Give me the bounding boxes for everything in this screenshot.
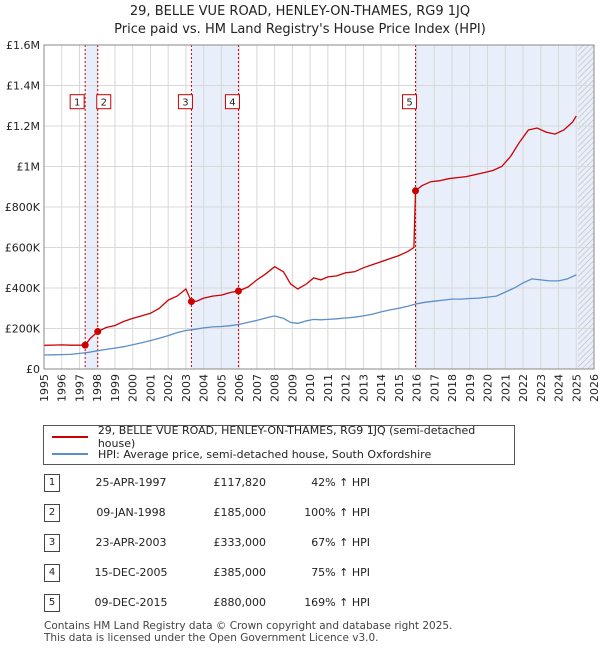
row-date: 15-DEC-2005 — [94, 566, 168, 579]
sale-number-label: 1 — [74, 98, 80, 109]
y-tick-label: £800K — [5, 201, 41, 214]
x-tick-label: 1999 — [109, 374, 122, 402]
row-hpi: 75% ↑ HPI — [311, 566, 370, 579]
y-tick-label: £0 — [26, 363, 40, 376]
y-tick-label: £400K — [5, 282, 41, 295]
legend-label-hpi: HPI: Average price, semi-detached house,… — [98, 447, 432, 461]
row-number-badge: 3 — [44, 534, 60, 552]
x-tick-label: 2011 — [322, 374, 335, 402]
sale-number-label: 4 — [229, 98, 235, 109]
row-price: £333,000 — [213, 536, 267, 549]
y-tick-label: £200K — [5, 323, 41, 336]
row-number-badge: 5 — [44, 594, 60, 612]
x-tick-label: 2019 — [464, 374, 477, 402]
footer-line-copyright: Contains HM Land Registry data © Crown c… — [44, 620, 453, 632]
x-tick-label: 2009 — [286, 374, 299, 402]
x-tick-label: 2005 — [215, 374, 228, 402]
x-tick-label: 2025 — [570, 374, 583, 402]
x-tick-label: 2024 — [553, 374, 566, 402]
row-hpi: 100% ↑ HPI — [304, 506, 370, 519]
legend-item-property: 29, BELLE VUE ROAD, HENLEY-ON-THAMES, RG… — [52, 424, 514, 450]
x-tick-label: 2014 — [375, 374, 388, 402]
row-number-badge: 2 — [44, 504, 60, 522]
series-line-property — [43, 115, 577, 346]
x-tick-label: 2000 — [127, 374, 140, 402]
sale-point — [187, 298, 195, 306]
legend-item-hpi: HPI: Average price, semi-detached house,… — [52, 446, 431, 462]
y-tick-label: £1.2M — [6, 120, 40, 133]
row-price: £880,000 — [213, 596, 267, 609]
x-tick-label: 2013 — [357, 374, 370, 402]
x-tick-label: 2026 — [588, 374, 600, 402]
plot-frame — [43, 44, 595, 370]
sale-number-box — [69, 94, 85, 110]
x-tick-label: 1998 — [91, 374, 104, 402]
x-tick-label: 2022 — [517, 374, 530, 402]
x-tick-label: 2010 — [304, 374, 317, 402]
row-hpi: 169% ↑ HPI — [304, 596, 370, 609]
row-hpi: 67% ↑ HPI — [311, 536, 370, 549]
row-date: 09-JAN-1998 — [96, 506, 166, 519]
sale-number-box — [402, 94, 418, 110]
row-date: 25-APR-1997 — [95, 476, 167, 489]
chart-title: 29, BELLE VUE ROAD, HENLEY-ON-THAMES, RG… — [129, 4, 471, 19]
x-tick-label: 2017 — [428, 374, 441, 402]
sale-point — [234, 287, 242, 295]
footer-line-licence: This data is licensed under the Open Gov… — [44, 632, 379, 644]
x-tick-label: 2015 — [393, 374, 406, 402]
legend-swatch-hpi — [52, 453, 88, 455]
x-tick-label: 2001 — [144, 374, 157, 402]
x-tick-label: 2004 — [198, 374, 211, 402]
chart-subtitle: Price paid vs. HM Land Registry's House … — [114, 22, 486, 37]
x-tick-label: 1995 — [38, 374, 51, 402]
sale-number-box — [96, 94, 112, 110]
x-tick-label: 2007 — [251, 374, 264, 402]
x-tick-label: 1996 — [56, 374, 69, 402]
row-number-badge: 4 — [44, 564, 60, 582]
x-tick-label: 2008 — [269, 374, 282, 402]
y-tick-label: £1.4M — [6, 80, 40, 93]
sale-number-box — [177, 94, 193, 110]
price-chart: 1 2 3 4 5 £0 £200K £400K £600K £800K £1M £1.2M £1.4M… — [5, 39, 600, 402]
sale-point — [412, 187, 420, 195]
y-tick-label: £1M — [17, 161, 41, 174]
x-tick-label: 2002 — [162, 374, 175, 402]
table-row: 4 15-DEC-2005 £385,000 75% ↑ HPI — [0, 560, 600, 588]
row-price: £185,000 — [213, 506, 267, 519]
legend-label-property: 29, BELLE VUE ROAD, HENLEY-ON-THAMES, RG… — [97, 424, 476, 450]
sale-point — [94, 328, 102, 336]
row-price: £385,000 — [213, 566, 267, 579]
sale-number-label: 5 — [406, 98, 412, 109]
x-tick-label: 2021 — [499, 374, 512, 402]
row-date: 23-APR-2003 — [95, 536, 167, 549]
sale-point — [81, 341, 89, 349]
x-tick-label: 2023 — [535, 374, 548, 402]
row-price: £117,820 — [213, 476, 267, 489]
x-tick-label: 2018 — [446, 374, 459, 402]
x-tick-label: 2003 — [180, 374, 193, 402]
sale-number-label: 2 — [101, 98, 107, 109]
x-tick-label: 2006 — [233, 374, 246, 402]
x-tick-label: 2016 — [411, 374, 424, 402]
row-date: 09-DEC-2015 — [94, 596, 168, 609]
series-line-hpi — [43, 274, 577, 356]
x-tick-label: 2012 — [340, 374, 353, 402]
table-row: 3 23-APR-2003 £333,000 67% ↑ HPI — [0, 530, 600, 558]
table-row: 2 09-JAN-1998 £185,000 100% ↑ HPI — [0, 500, 600, 528]
sale-number-label: 3 — [182, 98, 188, 109]
x-tick-label: 1997 — [73, 374, 86, 402]
y-tick-label: £1.6M — [6, 39, 40, 52]
table-row: 1 25-APR-1997 £117,820 42% ↑ HPI — [0, 470, 600, 498]
y-tick-label: £600K — [5, 242, 41, 255]
row-hpi: 42% ↑ HPI — [311, 476, 370, 489]
row-number-badge: 1 — [44, 474, 60, 492]
sale-number-box — [224, 94, 240, 110]
legend-swatch-property — [52, 436, 88, 438]
footer-attribution: Contains HM Land Registry data © Crown c… — [44, 620, 452, 644]
chart-legend: 29, BELLE VUE ROAD, HENLEY-ON-THAMES, RG… — [43, 424, 515, 465]
x-tick-label: 2020 — [482, 374, 495, 402]
table-row: 5 09-DEC-2015 £880,000 169% ↑ HPI — [0, 590, 600, 618]
